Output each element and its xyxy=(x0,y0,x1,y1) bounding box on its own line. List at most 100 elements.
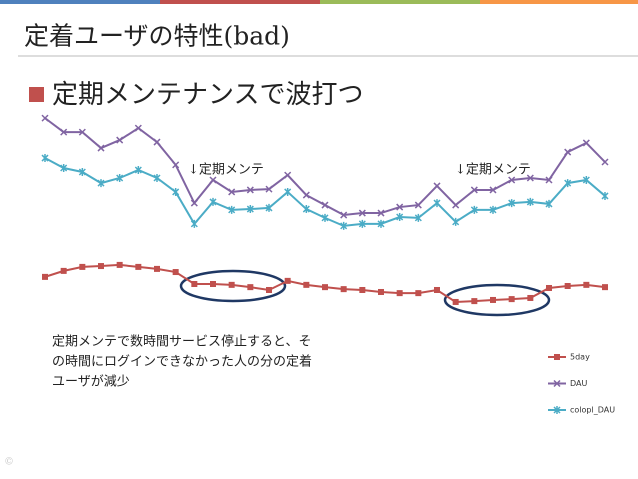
marker xyxy=(321,201,329,209)
series-line xyxy=(44,263,606,303)
annotation: ↓定期メンテ xyxy=(188,163,264,178)
marker xyxy=(340,286,347,293)
marker xyxy=(582,175,590,184)
marker xyxy=(583,281,590,288)
title: 定着ユーザの特性(bad) xyxy=(24,22,290,51)
marker xyxy=(172,187,180,196)
highlight-ellipse xyxy=(179,269,287,303)
marker xyxy=(564,148,572,156)
marker xyxy=(97,144,105,152)
marker xyxy=(210,281,216,288)
marker xyxy=(322,284,328,291)
marker xyxy=(377,209,385,217)
marker xyxy=(153,138,161,146)
marker xyxy=(78,168,86,176)
marker xyxy=(284,171,292,179)
marker xyxy=(359,286,366,293)
marker xyxy=(415,290,422,297)
marker xyxy=(414,213,422,222)
marker xyxy=(247,284,254,291)
marker xyxy=(470,186,478,194)
marker xyxy=(489,205,497,214)
marker xyxy=(191,281,198,288)
marker xyxy=(553,406,561,414)
marker xyxy=(321,213,329,222)
marker xyxy=(284,187,292,196)
marker xyxy=(190,199,198,207)
marker xyxy=(246,186,254,194)
marker xyxy=(246,205,254,214)
highlight-ellipse xyxy=(443,283,551,317)
marker xyxy=(41,154,49,163)
marker xyxy=(414,201,422,209)
marker xyxy=(452,217,460,226)
marker xyxy=(41,114,49,122)
marker xyxy=(434,286,440,293)
marker xyxy=(601,191,609,200)
note-line: 定期メンテで数時間サービス停止すると、そ xyxy=(52,334,311,350)
marker xyxy=(154,265,160,272)
marker xyxy=(303,281,310,288)
marker xyxy=(134,166,142,175)
note-line: の時間にログインできなかった人の分の定着 xyxy=(52,354,312,370)
marker xyxy=(396,290,403,297)
marker xyxy=(358,209,366,217)
marker xyxy=(554,354,560,360)
marker xyxy=(228,205,236,214)
top-strip xyxy=(160,0,320,4)
marker xyxy=(228,281,235,288)
marker xyxy=(60,267,67,274)
marker xyxy=(209,176,217,184)
marker xyxy=(42,273,48,280)
subtitle: 定期メンテナンスで波打つ xyxy=(52,80,363,110)
bullet xyxy=(29,87,44,102)
marker xyxy=(116,261,123,268)
marker xyxy=(60,128,68,136)
note-line: ユーザが減少 xyxy=(52,374,130,390)
marker xyxy=(116,173,124,182)
marker xyxy=(209,197,217,206)
marker xyxy=(452,298,459,305)
marker xyxy=(564,283,571,289)
marker xyxy=(378,288,384,295)
marker xyxy=(490,296,496,303)
marker xyxy=(153,173,161,182)
marker xyxy=(135,263,142,270)
marker xyxy=(433,199,441,208)
marker xyxy=(471,298,478,305)
marker xyxy=(553,379,561,388)
marker xyxy=(265,203,273,212)
note-box xyxy=(46,328,366,398)
footer-mark: © xyxy=(4,457,14,468)
marker xyxy=(508,176,516,184)
marker xyxy=(172,269,179,276)
marker xyxy=(97,179,105,188)
marker xyxy=(116,136,124,144)
marker xyxy=(340,211,348,219)
marker xyxy=(545,176,553,184)
top-strip xyxy=(480,0,638,4)
marker xyxy=(602,284,608,291)
marker xyxy=(302,205,310,214)
marker xyxy=(265,185,273,193)
marker xyxy=(452,201,460,209)
marker xyxy=(358,219,366,228)
legend-label: 5day xyxy=(570,353,590,362)
marker xyxy=(508,199,516,208)
marker xyxy=(564,179,572,188)
marker xyxy=(340,221,348,230)
marker xyxy=(190,219,198,228)
marker xyxy=(433,182,441,190)
marker xyxy=(98,263,104,270)
marker xyxy=(582,139,590,147)
marker xyxy=(134,124,142,132)
marker xyxy=(377,219,385,228)
marker xyxy=(545,199,553,208)
marker xyxy=(78,128,86,136)
marker xyxy=(508,296,515,303)
marker xyxy=(79,263,86,270)
marker xyxy=(527,294,534,301)
marker xyxy=(526,174,534,182)
marker xyxy=(396,203,404,211)
annotation: ↓定期メンテ xyxy=(455,163,531,178)
